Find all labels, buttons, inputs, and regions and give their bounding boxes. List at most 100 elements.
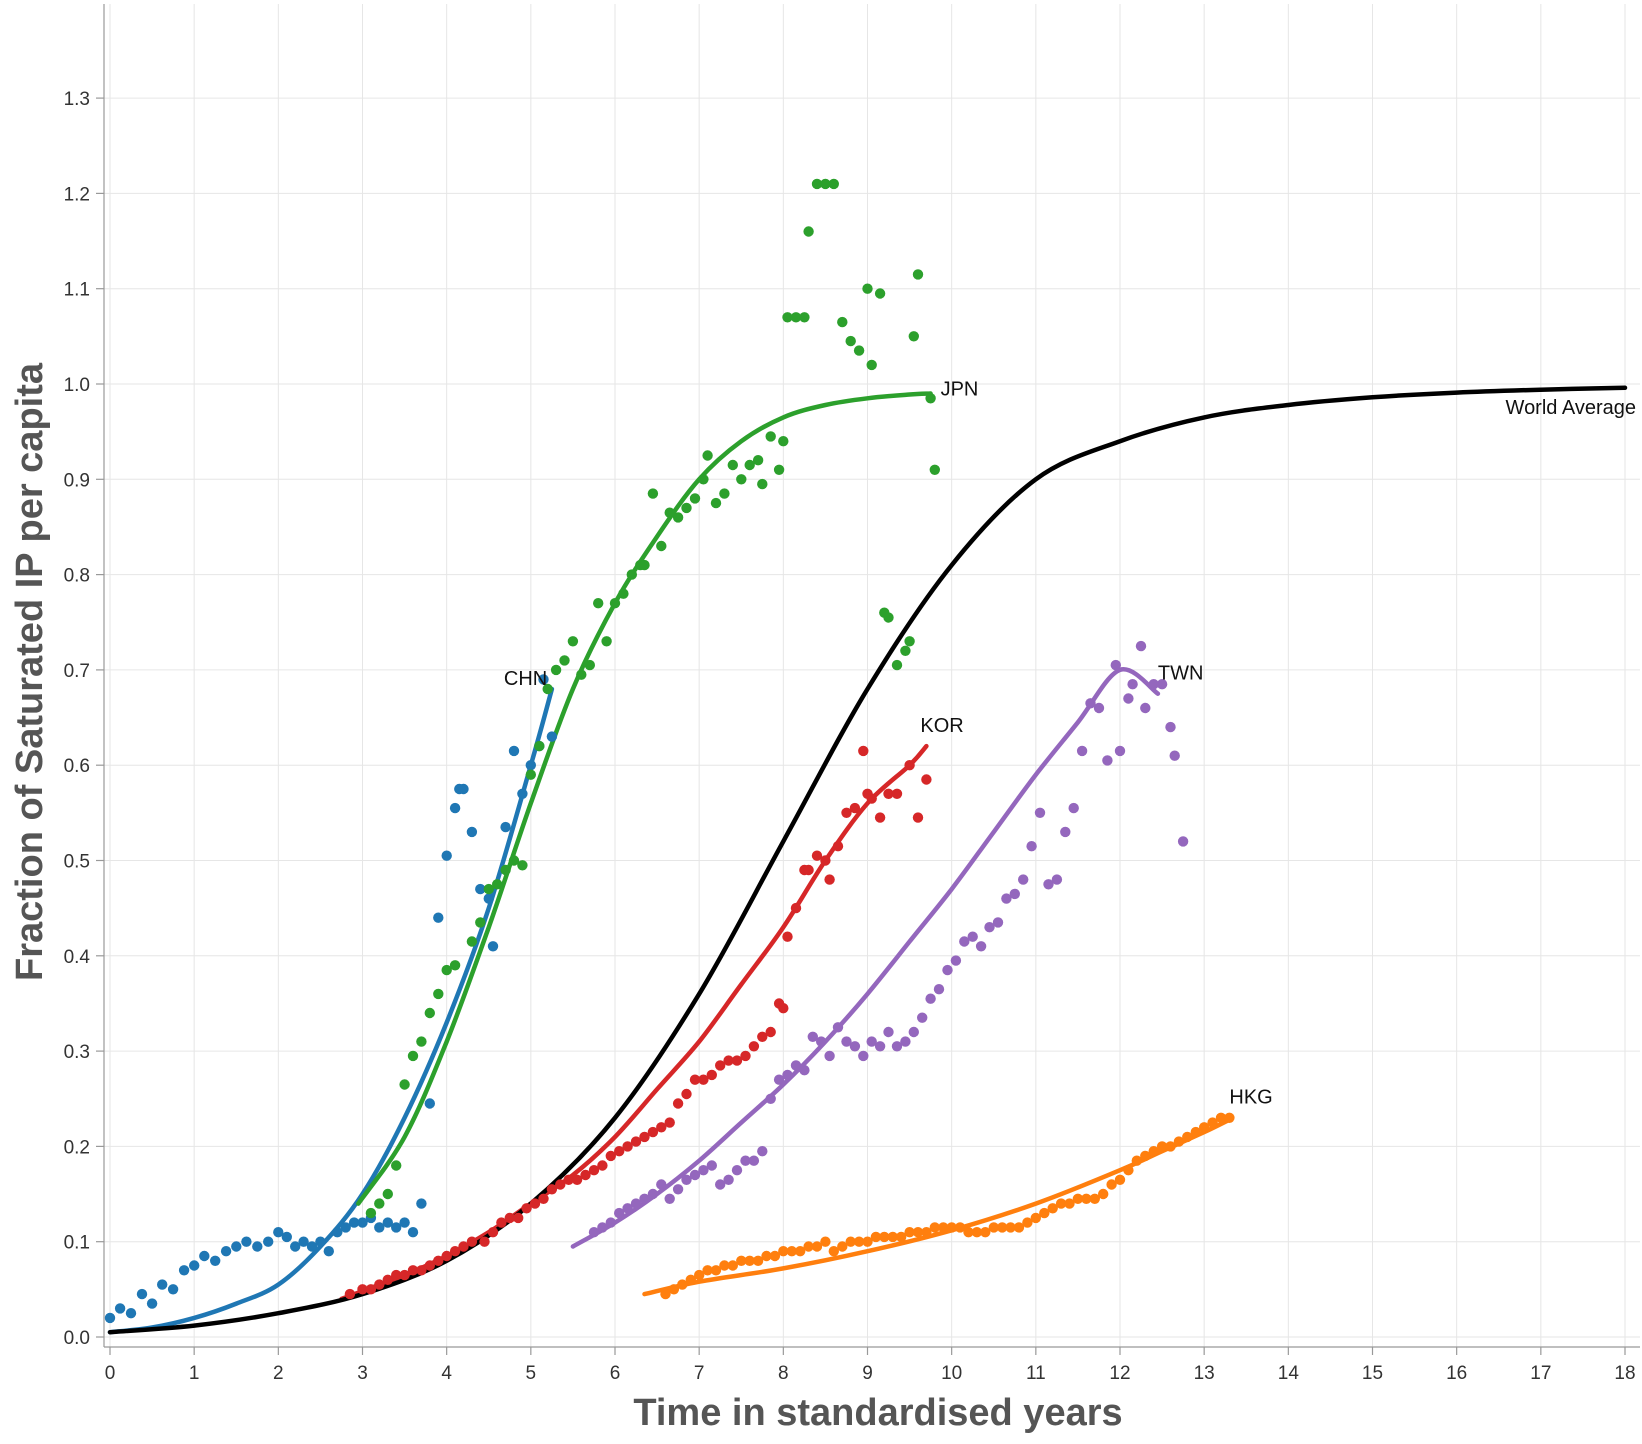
kor-point xyxy=(639,1131,650,1143)
y-tick-label: 1.0 xyxy=(64,375,90,396)
kor-point xyxy=(538,1193,549,1205)
x-tick-label: 8 xyxy=(778,1363,789,1384)
kor-point xyxy=(832,841,844,852)
hkg-point xyxy=(1022,1217,1033,1228)
hkg-point xyxy=(1165,1141,1176,1152)
x-tick-label: 3 xyxy=(357,1363,368,1384)
y-tick-label: 1.2 xyxy=(64,184,90,205)
kor-point xyxy=(689,1074,701,1085)
kor-point xyxy=(614,1146,625,1157)
chn-point xyxy=(424,1098,435,1109)
kor-point xyxy=(449,1246,461,1257)
jpn-point xyxy=(803,226,814,237)
kor-point xyxy=(891,788,903,799)
kor-point xyxy=(904,760,915,771)
twn-point xyxy=(942,964,953,976)
chn-point xyxy=(125,1308,137,1319)
hkg-point xyxy=(1140,1150,1151,1162)
chn-point xyxy=(231,1241,242,1252)
y-tick-label: 0.1 xyxy=(64,1233,90,1254)
kor-point xyxy=(521,1203,532,1214)
jpn-point xyxy=(828,178,839,190)
twn-point xyxy=(1102,755,1113,766)
jpn-point xyxy=(576,669,587,680)
jpn-point xyxy=(710,497,722,509)
chn-point xyxy=(315,1236,326,1247)
hkg-point xyxy=(1055,1198,1067,1209)
twn-point xyxy=(647,1188,659,1200)
hkg-point xyxy=(904,1227,915,1238)
hkg-point xyxy=(710,1265,722,1276)
hkg-point xyxy=(1190,1126,1202,1138)
hkg-point xyxy=(828,1246,839,1257)
hkg-point xyxy=(837,1241,848,1252)
kor-point xyxy=(765,1026,776,1038)
jpn-point xyxy=(689,493,701,504)
twn-point xyxy=(1001,893,1012,904)
kor-point xyxy=(630,1136,642,1147)
jpn-point xyxy=(492,879,503,890)
jpn-point xyxy=(782,312,793,323)
jpn-point xyxy=(757,478,768,490)
x-tick-label: 14 xyxy=(1278,1363,1300,1384)
hkg-point xyxy=(702,1265,713,1276)
jpn-point xyxy=(626,569,637,580)
kor-point xyxy=(504,1212,515,1224)
jpn-point xyxy=(681,502,692,514)
chn-point xyxy=(167,1284,179,1295)
kor-point xyxy=(782,931,793,942)
y-tick-label: 1.3 xyxy=(64,89,90,110)
chn-point xyxy=(458,783,469,795)
hkg-point xyxy=(1005,1222,1016,1233)
jpn-point xyxy=(424,1007,435,1019)
twn-point xyxy=(832,1022,844,1033)
x-tick-label: 16 xyxy=(1446,1363,1467,1384)
twn-point xyxy=(866,1036,877,1047)
jpn-point xyxy=(862,283,873,294)
jpn-point xyxy=(601,636,612,647)
twn-point xyxy=(597,1222,608,1233)
hkg-label: HKG xyxy=(1229,1087,1272,1109)
jpn-point xyxy=(391,1160,402,1171)
twn-point xyxy=(672,1184,684,1195)
kor-point xyxy=(622,1141,633,1152)
hkg-point xyxy=(1215,1112,1227,1124)
jpn-point xyxy=(845,335,856,347)
twn-point xyxy=(740,1155,751,1166)
chn-point xyxy=(263,1236,274,1247)
kor-point xyxy=(647,1126,659,1138)
chn-point xyxy=(104,1312,116,1324)
hkg-point xyxy=(845,1236,856,1247)
hkg-point xyxy=(1098,1188,1109,1200)
kor-point xyxy=(912,812,924,823)
kor-point xyxy=(382,1274,393,1286)
twn-point xyxy=(900,1036,911,1047)
hkg-point xyxy=(820,1236,831,1247)
chn-point xyxy=(290,1241,301,1252)
chn-point xyxy=(357,1217,368,1228)
twn-point xyxy=(715,1179,726,1190)
twn-point xyxy=(1085,698,1096,709)
twn-point xyxy=(824,1050,835,1062)
twn-point xyxy=(731,1165,743,1176)
jpn-point xyxy=(790,312,802,323)
jpn-point xyxy=(883,612,894,623)
jpn-point xyxy=(517,860,528,871)
chn-point xyxy=(416,1198,427,1209)
hkg-point xyxy=(736,1255,747,1267)
chn-point xyxy=(146,1298,158,1309)
kor-point xyxy=(883,788,894,799)
hkg-point xyxy=(1039,1207,1050,1219)
jpn-point xyxy=(550,664,562,676)
hkg-point xyxy=(988,1222,999,1233)
chn-point xyxy=(382,1217,393,1228)
chn-point xyxy=(538,674,549,685)
jpn-point xyxy=(891,659,903,671)
kor-point xyxy=(555,1179,566,1190)
jpn-point xyxy=(483,883,494,895)
chn-point xyxy=(323,1246,334,1257)
jpn-point xyxy=(567,636,579,647)
twn-point xyxy=(1110,659,1122,671)
kor-point xyxy=(698,1074,709,1085)
